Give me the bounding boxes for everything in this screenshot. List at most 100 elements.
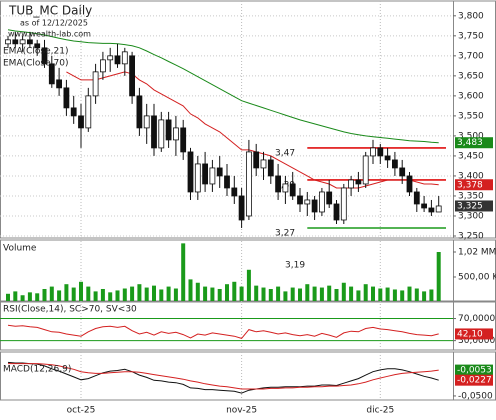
- volume-bar: [327, 285, 332, 301]
- candle-body: [41, 47, 48, 65]
- value-tag: [455, 200, 493, 212]
- volume-bar: [290, 287, 295, 301]
- candle-body: [107, 55, 114, 61]
- candle-body: [413, 191, 420, 205]
- candle-body: [85, 95, 92, 129]
- candle-body: [377, 147, 384, 157]
- chart-title: TUB_MC Daily: [8, 4, 92, 18]
- volume-bar: [86, 286, 91, 301]
- volume-bar: [356, 290, 361, 301]
- candle-body: [267, 159, 274, 177]
- y-tick-label: 70,0000: [458, 314, 495, 324]
- candle-body: [253, 151, 260, 169]
- candle-body: [406, 175, 413, 193]
- value-tag-label: 3,325: [457, 201, 483, 211]
- volume-bar: [283, 291, 288, 301]
- volume-bar: [276, 286, 281, 301]
- volume-bar: [71, 287, 76, 301]
- candle-body: [245, 151, 252, 217]
- y-tick-label: 3,550: [458, 111, 484, 121]
- volume-bar: [239, 286, 244, 301]
- volume-bar: [400, 290, 405, 301]
- candle-body: [172, 127, 179, 141]
- y-tick-label: 3,400: [458, 171, 484, 181]
- candle-body: [362, 155, 369, 185]
- volume-bar: [232, 281, 237, 301]
- volume-bar: [79, 281, 83, 301]
- volume-bar: [225, 284, 229, 301]
- volume-bar: [210, 287, 215, 301]
- candle-body: [238, 195, 245, 221]
- volume-bar: [319, 287, 324, 301]
- candle-body: [19, 39, 26, 45]
- candle-body: [340, 187, 347, 221]
- candle-body: [70, 107, 77, 117]
- volume-bar: [334, 288, 339, 301]
- candle-body: [129, 55, 136, 97]
- candle-body: [231, 187, 238, 197]
- candle-body: [311, 199, 318, 213]
- volume-bar: [100, 288, 105, 301]
- pane-title: RSI(Close,14), SC>70, SV<30: [3, 305, 137, 315]
- y-tick-label: 3,250: [458, 231, 484, 241]
- value-tag: [455, 364, 493, 376]
- y-tick-label: 3,800: [458, 11, 484, 21]
- ema-line: [7, 29, 439, 144]
- candle-body: [151, 115, 157, 149]
- volume-bar: [246, 269, 251, 301]
- candle-body: [216, 167, 223, 177]
- volume-bar: [363, 284, 368, 301]
- pane-title: MACD(12,26,9): [3, 365, 71, 375]
- candle-body: [275, 175, 282, 193]
- volume-bar: [64, 284, 69, 301]
- volume-bar: [422, 291, 427, 301]
- y-tick-label: 500,00 K: [458, 272, 496, 282]
- volume-bar: [57, 290, 62, 301]
- volume-bar: [188, 279, 193, 301]
- volume-bar: [298, 288, 302, 301]
- value-tag-label: 3,378: [457, 180, 483, 190]
- volume-bar: [378, 288, 383, 301]
- volume-bar: [173, 288, 178, 301]
- candle-body: [421, 203, 428, 209]
- annotation: 3,19: [285, 261, 305, 271]
- candle-body: [158, 119, 165, 149]
- volume-bar: [159, 289, 164, 301]
- candle-body: [297, 195, 303, 205]
- candle-body: [326, 191, 333, 205]
- x-tick-label: dic-25: [366, 406, 394, 416]
- volume-bar: [20, 295, 25, 301]
- y-tick-label: 3,700: [458, 51, 484, 61]
- source: www.wealth-lab.com: [8, 30, 91, 39]
- candle-body: [318, 191, 325, 213]
- candle-body: [34, 43, 41, 49]
- candle-body: [121, 51, 128, 65]
- volume-bar: [181, 243, 186, 301]
- y-tick-label: 3,600: [458, 91, 484, 101]
- y-tick-label: 3,450: [458, 151, 484, 161]
- volume-bar: [349, 286, 354, 301]
- volume-bar: [312, 286, 317, 301]
- chart-subtitle: as of 12/12/2025: [20, 19, 88, 28]
- candle-body: [114, 55, 121, 65]
- volume-bar: [341, 282, 346, 301]
- volume-bar: [254, 285, 259, 301]
- candle-body: [282, 183, 289, 193]
- volume-bar: [108, 292, 113, 301]
- candle-body: [136, 95, 143, 129]
- volume-bar: [371, 286, 375, 301]
- indicator-line: [8, 363, 439, 390]
- volume-bar: [93, 291, 98, 301]
- candle-body: [26, 39, 33, 45]
- volume-bar: [392, 289, 397, 301]
- candle-body: [260, 159, 267, 169]
- volume-bar: [49, 286, 54, 301]
- volume-bar: [152, 285, 156, 301]
- legend-entry: EMA(Close,70): [3, 59, 68, 69]
- volume-bar: [268, 288, 273, 301]
- candle-body: [187, 151, 194, 193]
- volume-bar: [42, 288, 47, 301]
- candle-body: [370, 147, 376, 157]
- y-tick-label: 30,0000: [458, 336, 495, 346]
- volume-bar: [436, 252, 441, 301]
